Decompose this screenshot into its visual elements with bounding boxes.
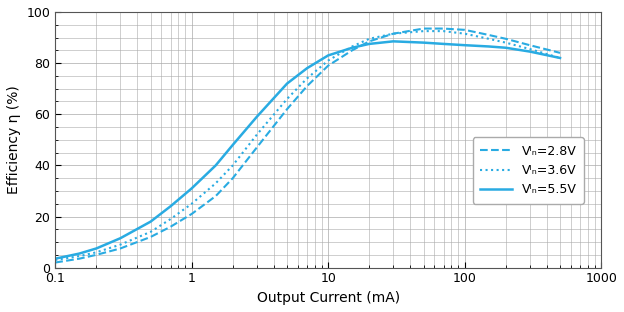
Vᴵₙ=5.5V <box>212 163 220 167</box>
Vᴵₙ=2.8V <box>440 27 447 31</box>
Vᴵₙ=5.5V <box>461 43 469 47</box>
Vᴵₙ=5.5V <box>485 45 492 48</box>
Vᴵₙ=5.5V <box>526 50 534 53</box>
Vᴵₙ=2.8V <box>324 64 332 67</box>
Vᴵₙ=3.6V <box>461 32 469 36</box>
Vᴵₙ=2.8V <box>188 212 195 216</box>
Vᴵₙ=3.6V <box>440 29 447 33</box>
Vᴵₙ=3.6V <box>366 37 373 41</box>
Vᴵₙ=3.6V <box>212 181 220 185</box>
Vᴵₙ=2.8V <box>229 176 236 180</box>
Vᴵₙ=5.5V <box>348 46 356 50</box>
Vᴵₙ=3.6V <box>485 37 492 41</box>
Vᴵₙ=5.5V <box>389 40 397 43</box>
Vᴵₙ=3.6V <box>502 41 509 45</box>
Vᴵₙ=5.5V <box>117 236 124 240</box>
Vᴵₙ=2.8V <box>303 84 311 88</box>
Vᴵₙ=3.6V <box>92 251 100 254</box>
Vᴵₙ=5.5V <box>283 82 291 85</box>
Vᴵₙ=5.5V <box>229 143 236 147</box>
Vᴵₙ=2.8V <box>485 33 492 37</box>
Vᴵₙ=5.5V <box>188 187 195 190</box>
Vᴵₙ=3.6V <box>283 97 291 101</box>
Vᴵₙ=2.8V <box>366 40 373 43</box>
Vᴵₙ=2.8V <box>420 27 427 31</box>
Vᴵₙ=2.8V <box>76 257 83 261</box>
Vᴵₙ=3.6V <box>556 56 563 60</box>
Vᴵₙ=3.6V <box>76 254 83 258</box>
Vᴵₙ=5.5V <box>167 204 174 208</box>
Vᴵₙ=3.6V <box>253 133 261 137</box>
Vᴵₙ=3.6V <box>526 47 534 51</box>
Vᴵₙ=3.6V <box>324 59 332 62</box>
Vᴵₙ=3.6V <box>167 217 174 221</box>
Vᴵₙ=5.5V <box>366 42 373 46</box>
Vᴵₙ=5.5V <box>147 220 154 223</box>
Vᴵₙ=2.8V <box>556 51 563 55</box>
Vᴵₙ=2.8V <box>283 107 291 111</box>
Vᴵₙ=2.8V <box>212 194 220 198</box>
Legend: Vᴵₙ=2.8V, Vᴵₙ=3.6V, Vᴵₙ=5.5V: Vᴵₙ=2.8V, Vᴵₙ=3.6V, Vᴵₙ=5.5V <box>473 137 584 204</box>
Vᴵₙ=2.8V <box>253 146 261 149</box>
Vᴵₙ=3.6V <box>188 202 195 206</box>
Vᴵₙ=2.8V <box>147 235 154 239</box>
Vᴵₙ=3.6V <box>348 45 356 48</box>
Vᴵₙ=2.8V <box>526 43 534 47</box>
Vᴵₙ=3.6V <box>389 32 397 36</box>
Vᴵₙ=2.8V <box>461 28 469 32</box>
Vᴵₙ=2.8V <box>502 37 509 41</box>
Line: Vᴵₙ=3.6V: Vᴵₙ=3.6V <box>56 31 560 260</box>
Vᴵₙ=5.5V <box>420 41 427 45</box>
Line: Vᴵₙ=5.5V: Vᴵₙ=5.5V <box>56 41 560 259</box>
Vᴵₙ=3.6V <box>52 258 59 262</box>
Vᴵₙ=2.8V <box>92 253 100 257</box>
Vᴵₙ=5.5V <box>92 246 100 250</box>
Vᴵₙ=3.6V <box>420 29 427 33</box>
Vᴵₙ=5.5V <box>76 252 83 256</box>
Vᴵₙ=2.8V <box>389 32 397 36</box>
Vᴵₙ=5.5V <box>52 257 59 261</box>
Vᴵₙ=2.8V <box>117 246 124 250</box>
Y-axis label: Efficiency η (%): Efficiency η (%) <box>7 85 21 194</box>
Vᴵₙ=5.5V <box>303 66 311 70</box>
Line: Vᴵₙ=2.8V: Vᴵₙ=2.8V <box>56 29 560 262</box>
Vᴵₙ=5.5V <box>324 54 332 57</box>
Vᴵₙ=3.6V <box>147 230 154 234</box>
Vᴵₙ=3.6V <box>229 163 236 167</box>
Vᴵₙ=2.8V <box>348 48 356 52</box>
Vᴵₙ=3.6V <box>117 243 124 246</box>
Vᴵₙ=5.5V <box>502 46 509 50</box>
Vᴵₙ=5.5V <box>556 56 563 60</box>
Vᴵₙ=3.6V <box>303 76 311 80</box>
Vᴵₙ=5.5V <box>253 115 261 119</box>
Vᴵₙ=2.8V <box>52 261 59 264</box>
Vᴵₙ=5.5V <box>440 42 447 46</box>
Vᴵₙ=2.8V <box>167 225 174 229</box>
X-axis label: Output Current (mA): Output Current (mA) <box>256 291 400 305</box>
